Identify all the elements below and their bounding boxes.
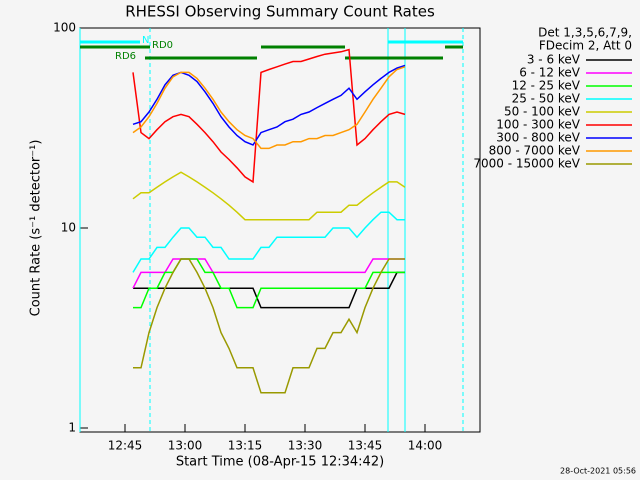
x-tick-label: 14:00 [408,439,443,453]
y-tick-label: 100 [53,21,76,35]
y-axis-label: Count Rate (s⁻¹ detector⁻¹) [29,140,44,317]
plot-frame [79,27,481,433]
legend-label: 800 - 7000 keV [489,144,581,158]
legend-label: 3 - 6 keV [527,53,581,67]
flag-label: RD0 [152,40,173,51]
legend-label: 12 - 25 keV [512,79,581,93]
series-line [133,258,405,309]
x-tick-label: 12:45 [108,439,143,453]
legend-label: 50 - 100 keV [504,105,581,119]
series-line [132,64,406,146]
x-tick-label: 13:30 [288,439,323,453]
legend-header: Det 1,3,5,6,7,9, [538,26,632,40]
series-line [132,211,405,273]
series-line [133,271,405,309]
chart-title: RHESSI Observing Summary Count Rates [125,3,435,21]
x-tick-label: 13:15 [228,439,263,453]
y-tick-label: 1 [68,421,76,435]
series-line [132,48,406,184]
legend-label: 7000 - 15000 keV [473,157,580,171]
x-tick-label: 13:45 [348,439,383,453]
legend-label: 300 - 800 keV [496,131,580,145]
legend-label: 25 - 50 keV [512,92,581,106]
flag-label: N [142,35,149,46]
legend-label: 6 - 12 keV [519,66,581,80]
y-tick-label: 10 [61,221,76,235]
x-axis-label: Start Time (08-Apr-15 12:34:42) [176,455,384,470]
series-line [132,171,406,221]
legend-header: FDecim 2, Att 0 [539,39,632,53]
flag-label: RD6 [115,51,136,62]
series-line [132,66,406,150]
legend-label: 100 - 300 keV [496,118,580,132]
x-tick-label: 13:00 [168,439,203,453]
series-line [132,258,405,289]
series-line [133,258,405,394]
footer: 28-Oct-2021 05:56 [560,467,636,476]
